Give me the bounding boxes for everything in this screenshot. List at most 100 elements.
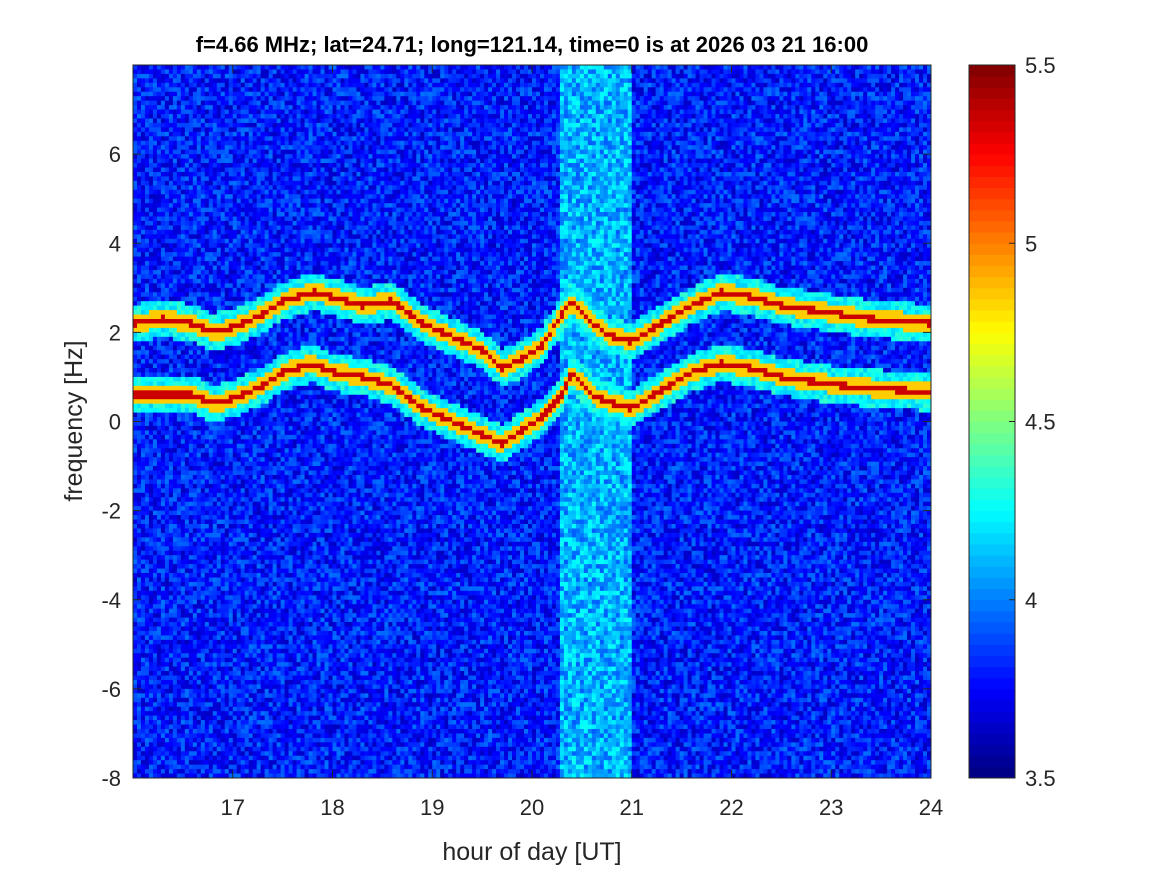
heatmap-cell (205, 190, 209, 195)
heatmap-cell (133, 203, 137, 208)
heatmap-cell (169, 381, 173, 386)
heatmap-cell (173, 292, 177, 297)
heatmap-cell (189, 185, 193, 190)
heatmap-cell (169, 769, 173, 774)
heatmap-cell (197, 653, 201, 658)
heatmap-cell (185, 181, 189, 186)
heatmap-cell (137, 676, 141, 681)
heatmap-cell (137, 163, 141, 168)
heatmap-cell (201, 172, 205, 177)
heatmap-cell (173, 319, 177, 324)
heatmap-cell (149, 154, 153, 159)
heatmap-cell (217, 301, 221, 306)
heatmap-cell (205, 203, 209, 208)
heatmap-cell (165, 742, 169, 747)
heatmap-cell (153, 733, 157, 738)
heatmap-cell (181, 181, 185, 186)
heatmap-cell (169, 114, 173, 119)
heatmap-cell (185, 132, 189, 137)
heatmap-cell (141, 292, 145, 297)
heatmap-cell (169, 649, 173, 654)
heatmap-cell (133, 372, 137, 377)
heatmap-cell (193, 92, 197, 97)
heatmap-cell (141, 453, 145, 458)
heatmap-cell (185, 444, 189, 449)
heatmap-cell (169, 368, 173, 373)
heatmap-cell (185, 101, 189, 106)
heatmap-cell (153, 626, 157, 631)
heatmap-cell (161, 123, 165, 128)
heatmap-cell (169, 462, 173, 467)
heatmap-cell (193, 613, 197, 618)
heatmap-cell (221, 604, 225, 609)
heatmap-cell (177, 279, 181, 284)
heatmap-cell (165, 74, 169, 79)
heatmap-cell (173, 105, 177, 110)
heatmap-cell (189, 649, 193, 654)
heatmap-cell (177, 341, 181, 346)
heatmap-cell (181, 234, 185, 239)
heatmap-cell (161, 243, 165, 248)
heatmap-cell (189, 520, 193, 525)
heatmap-cell (169, 364, 173, 369)
heatmap-cell (185, 185, 189, 190)
heatmap-cell (189, 355, 193, 360)
heatmap-cell (221, 92, 225, 97)
heatmap-cell (197, 725, 201, 730)
heatmap-cell (169, 747, 173, 752)
heatmap-cell (161, 488, 165, 493)
heatmap-cell (133, 453, 137, 458)
heatmap-cell (161, 292, 165, 297)
heatmap-cell (197, 145, 201, 150)
heatmap-cell (225, 118, 229, 123)
heatmap-cell (153, 408, 157, 413)
heatmap-cell (201, 266, 205, 271)
heatmap-cell (133, 751, 137, 756)
heatmap-cell (141, 105, 145, 110)
heatmap-cell (173, 154, 177, 159)
heatmap-cell (177, 640, 181, 645)
heatmap-cell (161, 604, 165, 609)
heatmap-cell (197, 101, 201, 106)
heatmap-cell (133, 707, 137, 712)
heatmap-cell (137, 87, 141, 92)
heatmap-cell (181, 733, 185, 738)
heatmap-cell (145, 306, 149, 311)
heatmap-cell (145, 225, 149, 230)
heatmap-cell (161, 618, 165, 623)
heatmap-cell (169, 729, 173, 734)
heatmap-cell (189, 136, 193, 141)
heatmap-cell (205, 261, 209, 266)
heatmap-cell (165, 551, 169, 556)
heatmap-cell (213, 751, 217, 756)
heatmap-cell (221, 248, 225, 253)
heatmap-cell (153, 658, 157, 663)
heatmap-cell (133, 65, 137, 70)
heatmap-cell (201, 484, 205, 489)
heatmap-cell (213, 430, 217, 435)
heatmap-cell (149, 87, 153, 92)
heatmap-cell (169, 742, 173, 747)
heatmap-cell (193, 680, 197, 685)
heatmap-cell (189, 662, 193, 667)
heatmap-cell (217, 110, 221, 115)
heatmap-cell (141, 114, 145, 119)
heatmap-cell (181, 243, 185, 248)
heatmap-cell (149, 110, 153, 115)
heatmap-cell (153, 372, 157, 377)
heatmap-cell (145, 292, 149, 297)
heatmap-cell (189, 725, 193, 730)
heatmap-cell (177, 359, 181, 364)
heatmap-cell (161, 127, 165, 132)
heatmap-cell (217, 462, 221, 467)
heatmap-cell (153, 756, 157, 761)
heatmap-cell (165, 297, 169, 302)
heatmap-cell (161, 738, 165, 743)
heatmap-cell (157, 497, 161, 502)
heatmap-cell (153, 332, 157, 337)
heatmap-cell (153, 118, 157, 123)
heatmap-cell (145, 234, 149, 239)
heatmap-cell (193, 586, 197, 591)
heatmap-cell (133, 604, 137, 609)
heatmap-cell (177, 680, 181, 685)
